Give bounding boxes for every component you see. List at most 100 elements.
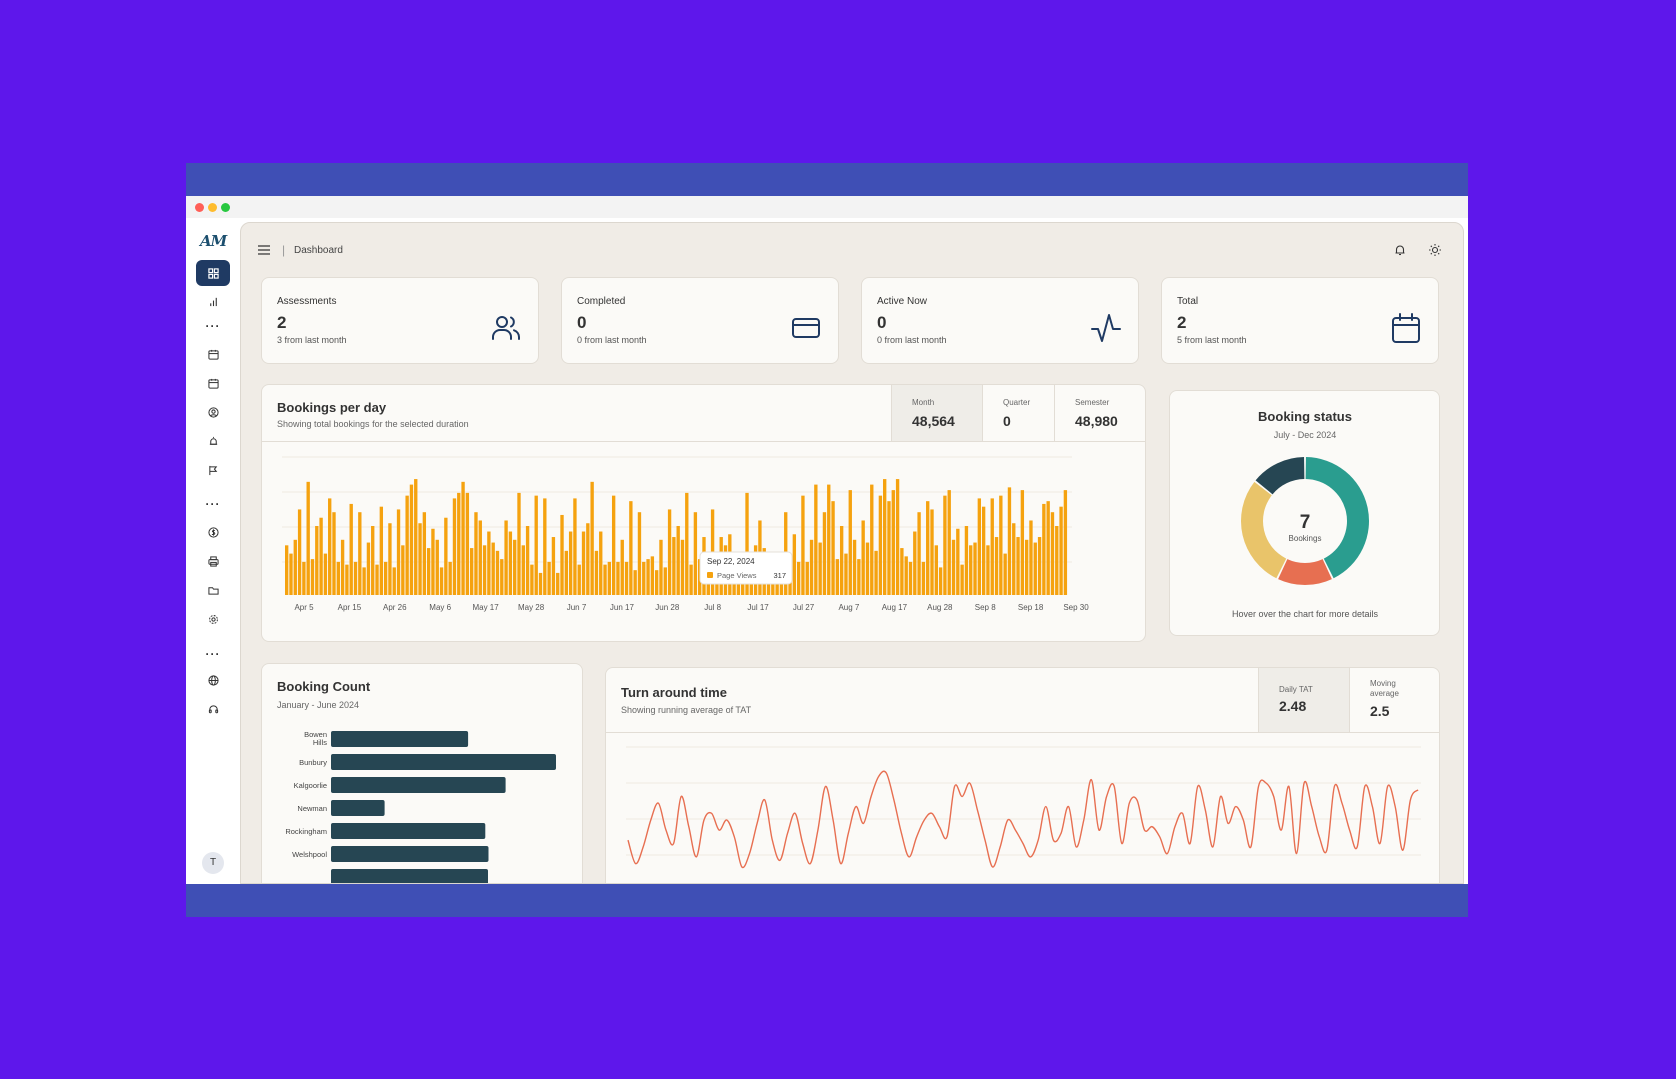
turnaround-line-chart[interactable] (606, 733, 1440, 884)
bar (827, 484, 831, 595)
donut-slice (1255, 457, 1305, 495)
bar (689, 564, 693, 595)
sidebar-item-calendar[interactable] (196, 370, 230, 396)
user-avatar[interactable]: T (202, 852, 224, 874)
minimize-window-button[interactable] (208, 203, 217, 212)
bar (405, 495, 409, 595)
bar (297, 509, 302, 595)
bar (560, 514, 564, 595)
metric-tab-month[interactable]: Month 48,564 (891, 385, 982, 441)
close-window-button[interactable] (195, 203, 204, 212)
folder-icon (207, 586, 219, 595)
bar (452, 498, 457, 595)
bar (1037, 537, 1042, 595)
sidebar-item-bookings[interactable] (196, 341, 230, 367)
x-tick-label: Aug 28 (927, 603, 953, 612)
bar (792, 534, 797, 595)
bar (981, 506, 986, 595)
bar (396, 509, 401, 595)
bar (745, 492, 749, 595)
app-logo[interactable]: AM (200, 232, 227, 250)
bar (650, 556, 655, 595)
maximize-window-button[interactable] (221, 203, 230, 212)
bar (465, 492, 470, 595)
metric-value: 2.48 (1279, 698, 1307, 714)
metric-tab-moving-average[interactable]: Moving average 2.5 (1349, 668, 1440, 732)
sidebar-item-dashboard[interactable] (196, 260, 230, 286)
bar (331, 754, 556, 770)
bar (676, 526, 680, 595)
bar (331, 869, 488, 883)
sidebar-item-support[interactable] (196, 696, 230, 722)
metric-value: 48,980 (1075, 413, 1118, 429)
bar (917, 512, 921, 595)
bar (818, 542, 822, 595)
bar (874, 550, 878, 595)
bar (401, 545, 405, 595)
x-tick-label: Sep 30 (1063, 603, 1089, 612)
sidebar-item-print[interactable] (196, 548, 230, 574)
bar (913, 531, 917, 595)
stat-card-active-now[interactable]: Active Now 0 0 from last month (861, 277, 1139, 364)
sidebar-item-reports[interactable] (196, 457, 230, 483)
sidebar: AM ··· ··· (186, 218, 238, 884)
bar-chart-icon (209, 297, 217, 306)
breadcrumb-separator: | (282, 243, 286, 257)
stat-card-completed[interactable]: Completed 0 0 from last month (561, 277, 839, 364)
sidebar-item-globe[interactable] (196, 667, 230, 693)
bar (603, 564, 607, 595)
bar (865, 542, 870, 595)
bar (293, 539, 297, 595)
bar (857, 559, 861, 595)
bar (938, 567, 943, 595)
bar (577, 564, 581, 595)
bar (822, 512, 827, 595)
x-tick-label: May 17 (472, 603, 499, 612)
metric-value: 0 (1003, 413, 1011, 429)
card-divider (606, 732, 1439, 733)
booking-status-donut[interactable]: Booking status July - Dec 2024 7 Booking… (1170, 391, 1440, 636)
bar (844, 553, 848, 595)
metric-tab-semester[interactable]: Semester 48,980 (1054, 385, 1146, 441)
x-tick-label: May 6 (429, 603, 451, 612)
bookings-bar-chart[interactable]: Apr 5 Apr 15 Apr 26 May 6 May 17 May 28 Jun 7 J… (262, 442, 1146, 642)
sidebar-item-analytics[interactable] (196, 288, 230, 314)
bar (848, 490, 852, 595)
bar (693, 512, 698, 595)
chart-title: Booking status (1258, 409, 1352, 424)
stat-card-assessments[interactable]: Assessments 2 3 from last month (261, 277, 539, 364)
sidebar-item-profile[interactable] (196, 399, 230, 425)
calendar-icon (1392, 313, 1420, 343)
bar (435, 539, 439, 595)
bar (336, 561, 340, 595)
sidebar-item-files[interactable] (196, 577, 230, 603)
sidebar-item-billing[interactable] (196, 519, 230, 545)
bar (1003, 553, 1007, 595)
bar (956, 528, 960, 595)
metric-tab-daily-tat[interactable]: Daily TAT 2.48 (1258, 668, 1349, 732)
bar (491, 542, 495, 595)
y-tick-label: Rockingham (285, 827, 327, 836)
sun-icon[interactable] (1428, 243, 1442, 257)
bar (543, 498, 547, 595)
metric-label: Daily TAT (1279, 685, 1313, 694)
bar (513, 539, 517, 595)
stat-card-total[interactable]: Total 2 5 from last month (1161, 277, 1439, 364)
sidebar-item-alerts[interactable] (196, 428, 230, 454)
tooltip-value: 317 (773, 571, 786, 580)
sidebar-item-settings[interactable] (196, 606, 230, 632)
breadcrumb[interactable]: Dashboard (294, 245, 343, 256)
bar (964, 526, 969, 595)
bar (414, 479, 418, 595)
y-tick-label: Welshpool (292, 850, 327, 859)
bell-icon[interactable] (1393, 243, 1407, 257)
metric-label: Semester (1075, 398, 1110, 407)
menu-icon[interactable] (258, 245, 270, 255)
more-icon: ··· (205, 319, 221, 333)
metric-tab-quarter[interactable]: Quarter 0 (982, 385, 1054, 441)
bar (422, 512, 427, 595)
bar (345, 564, 349, 595)
booking-count-card: Booking Count January - June 2024 Bowen H… (261, 663, 583, 884)
metric-label: Month (912, 398, 935, 407)
